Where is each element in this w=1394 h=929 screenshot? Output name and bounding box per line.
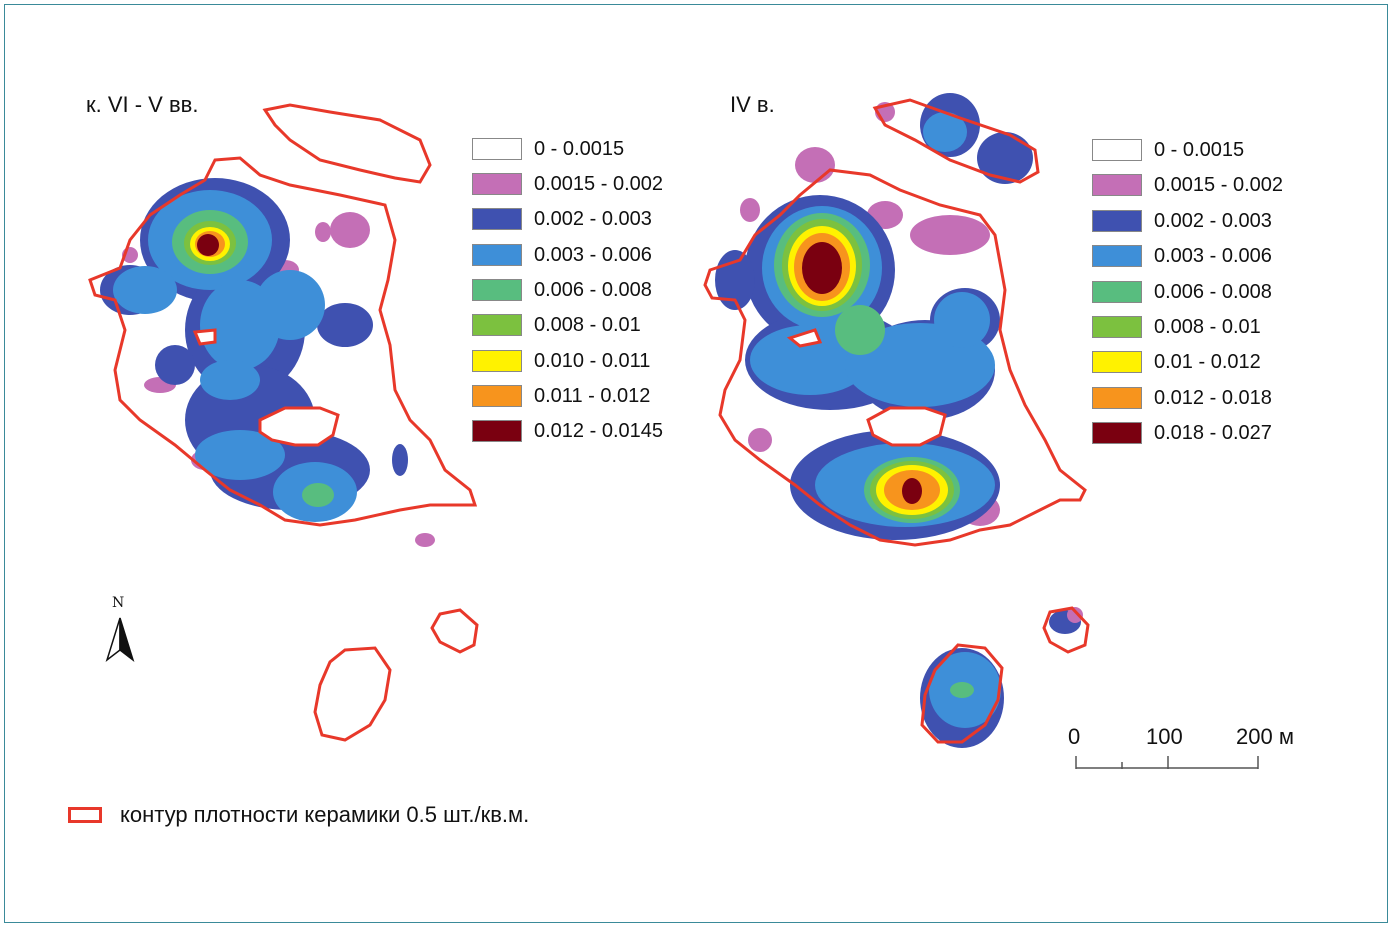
- scale-label-200: 200 м: [1236, 724, 1294, 749]
- legend-label: 0.006 - 0.008: [534, 279, 652, 301]
- legend-swatch: [1092, 139, 1142, 161]
- legend-swatch: [1092, 281, 1142, 303]
- north-arrow-icon: [105, 617, 135, 663]
- legend-label: 0.006 - 0.008: [1154, 281, 1272, 303]
- legend-label: 0 - 0.0015: [534, 138, 625, 160]
- legend-swatch: [472, 350, 522, 372]
- legend-swatch: [472, 385, 522, 407]
- legend-label: 0.010 - 0.011: [534, 350, 651, 372]
- legend-swatch: [1092, 316, 1142, 338]
- scale-label-0: 0: [1068, 724, 1081, 749]
- legend-label: 0.0015 - 0.002: [1154, 174, 1283, 196]
- legend-label: 0.002 - 0.003: [534, 208, 652, 230]
- legend-label: 0.012 - 0.0145: [534, 420, 663, 442]
- right-panel-title: IV в.: [730, 92, 775, 117]
- left-panel-title: к. VI - V вв.: [86, 92, 199, 117]
- legend-swatch: [1092, 174, 1142, 196]
- legend-label: 0 - 0.0015: [1154, 139, 1245, 161]
- legend-label: 0.003 - 0.006: [534, 244, 652, 266]
- legend-swatch: [472, 173, 522, 195]
- contour-legend-label: контур плотности керамики 0.5 шт./кв.м.: [120, 802, 530, 827]
- legend-label: 0.008 - 0.01: [1154, 316, 1261, 338]
- legend-swatch: [1092, 210, 1142, 232]
- legend-swatch: [472, 420, 522, 442]
- legend-label: 0.008 - 0.01: [534, 314, 641, 336]
- map-frame: [4, 4, 1388, 923]
- legend-label: 0.018 - 0.027: [1154, 422, 1272, 444]
- legend-swatch: [472, 208, 522, 230]
- legend-label: 0.012 - 0.018: [1154, 387, 1272, 409]
- legend-swatch: [472, 244, 522, 266]
- legend-swatch: [1092, 387, 1142, 409]
- legend-label: 0.0015 - 0.002: [534, 173, 663, 195]
- legend-label: 0.002 - 0.003: [1154, 210, 1272, 232]
- legend-swatch: [1092, 422, 1142, 444]
- legend-swatch: [1092, 351, 1142, 373]
- legend-label: 0.011 - 0.012: [534, 385, 651, 407]
- legend-swatch: [1092, 245, 1142, 267]
- legend-swatch: [472, 314, 522, 336]
- right-density-map: [703, 93, 1090, 748]
- legend-label: 0.01 - 0.012: [1154, 351, 1261, 373]
- legend-label: 0.003 - 0.006: [1154, 245, 1272, 267]
- legend-swatch: [472, 138, 522, 160]
- left-density-map: [88, 103, 479, 742]
- contour-swatch: [68, 807, 102, 823]
- scale-label-100: 100: [1146, 724, 1183, 749]
- north-label: N: [112, 595, 125, 611]
- legend-swatch: [472, 279, 522, 301]
- scale-bar: [1075, 756, 1259, 769]
